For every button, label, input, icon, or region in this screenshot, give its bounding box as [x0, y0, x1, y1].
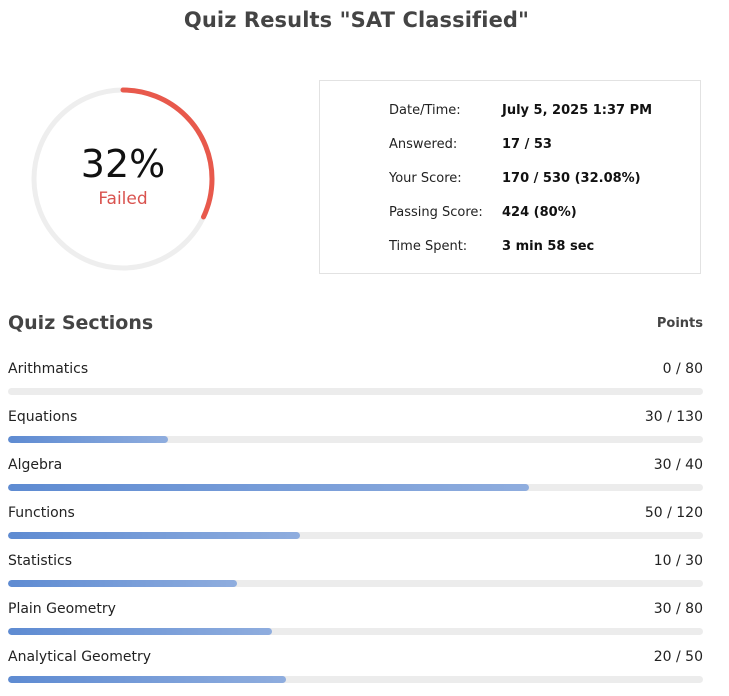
section-progress-fill: [8, 676, 286, 683]
section-score: 0 / 80: [662, 361, 703, 377]
section-progress-fill: [8, 484, 530, 491]
points-column-heading: Points: [656, 316, 703, 331]
section-progress-fill: [8, 580, 238, 587]
section-row-plain-geometry: Plain Geometry 30 / 80: [8, 600, 703, 648]
summary-label: Passing Score:: [389, 205, 483, 220]
section-row-functions: Functions 50 / 120: [8, 504, 703, 552]
summary-label: Time Spent:: [389, 239, 468, 254]
donut-progress-arc: [31, 87, 215, 271]
section-score: 10 / 30: [653, 553, 703, 569]
page-title: Quiz Results "SAT Classified": [183, 8, 530, 32]
section-name: Arithmatics: [8, 361, 89, 377]
section-row-equations: Equations 30 / 130: [8, 408, 703, 456]
section-row-analytical-geometry: Analytical Geometry 20 / 50: [8, 648, 703, 696]
summary-row-time-spent: Time Spent: 3 min 58 sec: [389, 238, 594, 256]
pass-fail-status: Failed: [98, 189, 148, 209]
summary-label: Answered:: [389, 137, 458, 152]
quiz-sections-heading: Quiz Sections: [8, 312, 154, 334]
section-name: Equations: [8, 409, 78, 425]
section-progress-fill: [8, 532, 300, 539]
section-progress-track: [8, 484, 703, 491]
section-name: Analytical Geometry: [8, 649, 152, 665]
section-name: Algebra: [8, 457, 63, 473]
section-row-arithmatics: Arithmatics 0 / 80: [8, 360, 703, 408]
section-score: 30 / 80: [653, 601, 703, 617]
section-progress-track: [8, 580, 703, 587]
section-name: Plain Geometry: [8, 601, 116, 617]
section-progress-track: [8, 436, 703, 443]
summary-value: 3 min 58 sec: [502, 239, 595, 254]
summary-value: 17 / 53: [502, 137, 552, 152]
section-score: 50 / 120: [644, 505, 703, 521]
section-progress-track: [8, 532, 703, 539]
summary-label: Your Score:: [389, 171, 462, 186]
section-row-statistics: Statistics 10 / 30: [8, 552, 703, 600]
section-progress-fill: [8, 436, 168, 443]
section-name: Statistics: [8, 553, 72, 569]
summary-value: July 5, 2025 1:37 PM: [502, 103, 653, 118]
section-progress-track: [8, 628, 703, 635]
score-donut-svg: [31, 87, 215, 271]
summary-row-datetime: Date/Time: July 5, 2025 1:37 PM: [389, 102, 652, 120]
section-score: 30 / 40: [653, 457, 703, 473]
summary-value: 424 (80%): [502, 205, 577, 220]
section-row-algebra: Algebra 30 / 40: [8, 456, 703, 504]
summary-row-passing-score: Passing Score: 424 (80%): [389, 204, 577, 222]
summary-row-answered: Answered: 17 / 53: [389, 136, 552, 154]
summary-label: Date/Time:: [389, 103, 461, 118]
score-percent: 32%: [80, 142, 166, 186]
section-score: 30 / 130: [644, 409, 703, 425]
section-progress-track: [8, 676, 703, 683]
summary-row-your-score: Your Score: 170 / 530 (32.08%): [389, 170, 641, 188]
score-donut-chart: 32% Failed: [28, 84, 218, 274]
section-progress-track: [8, 388, 703, 395]
summary-value: 170 / 530 (32.08%): [502, 171, 641, 186]
section-progress-fill: [8, 628, 273, 635]
section-score: 20 / 50: [653, 649, 703, 665]
section-name: Functions: [8, 505, 75, 521]
results-summary-box: Date/Time: July 5, 2025 1:37 PM Answered:…: [319, 80, 701, 274]
